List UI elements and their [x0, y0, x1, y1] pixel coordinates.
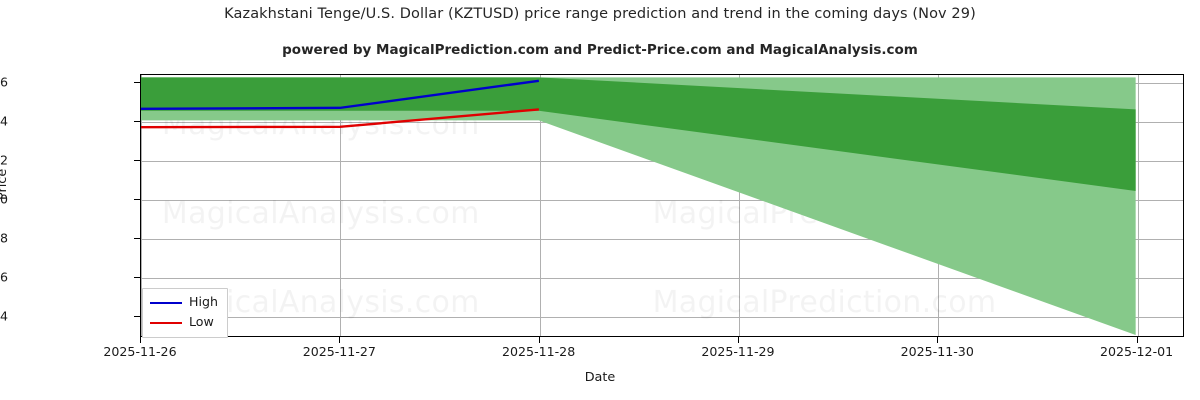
legend-label-high: High	[189, 294, 218, 310]
chart-subtitle: powered by MagicalPrediction.com and Pre…	[282, 42, 918, 58]
x-axis-label: Date	[584, 370, 616, 385]
legend-item-low[interactable]: Low	[150, 314, 218, 331]
y-tick-mark	[134, 159, 140, 161]
range-band-inner-range-band	[141, 77, 1136, 192]
x-tick-label: 2025-11-27	[302, 344, 376, 359]
gridline-vertical	[738, 75, 740, 336]
y-tick-label: 0.00194	[0, 113, 8, 129]
x-tick-label: 2025-12-01	[1099, 344, 1174, 359]
x-tick-label: 2025-11-29	[701, 344, 775, 359]
data-layer	[141, 77, 1136, 336]
x-tick-mark	[538, 337, 540, 343]
x-tick-mark	[140, 337, 141, 343]
gridline-vertical	[340, 75, 342, 336]
gridline-horizontal	[141, 316, 1183, 318]
x-tick-label: 2025-11-26	[103, 344, 177, 359]
y-tick-mark	[134, 276, 140, 278]
series-line-high	[141, 79, 540, 111]
x-tick-mark	[1136, 337, 1138, 343]
chart-legend[interactable]: High Low	[142, 288, 228, 338]
legend-item-high[interactable]: High	[150, 294, 218, 311]
gridline-horizontal	[141, 277, 1183, 279]
gridline-horizontal	[141, 199, 1183, 201]
y-tick-mark	[134, 120, 140, 122]
x-tick-mark	[339, 337, 341, 343]
x-tick-label: 2025-11-30	[900, 344, 974, 359]
y-tick-label: 0.00190	[0, 191, 8, 207]
y-tick-label: 0.00192	[0, 152, 8, 168]
legend-swatch-low	[150, 321, 182, 324]
gridline-vertical	[539, 75, 541, 336]
legend-label-low: Low	[189, 314, 214, 330]
x-tick-mark	[737, 337, 739, 343]
plot-area: MagicalAnalysis.comMagicalPrediction.com…	[140, 74, 1184, 337]
x-tick-mark	[937, 337, 939, 343]
y-tick-label: 0.00186	[0, 269, 8, 285]
chart-title: Kazakhstani Tenge/U.S. Dollar (KZTUSD) p…	[224, 6, 976, 22]
y-tick-mark	[134, 198, 140, 200]
y-tick-mark	[134, 237, 140, 239]
gridline-vertical	[141, 75, 142, 336]
x-tick-label: 2025-11-28	[502, 344, 576, 359]
legend-swatch-high	[150, 301, 182, 304]
y-tick-label: 0.00184	[0, 308, 8, 324]
y-tick-mark	[134, 81, 140, 83]
series-line-low	[141, 108, 539, 129]
y-tick-label: 0.00188	[0, 230, 8, 246]
gridline-horizontal	[141, 238, 1183, 240]
y-tick-mark	[134, 315, 140, 317]
y-tick-label: 0.00196	[0, 74, 8, 90]
gridline-vertical	[1137, 75, 1139, 336]
